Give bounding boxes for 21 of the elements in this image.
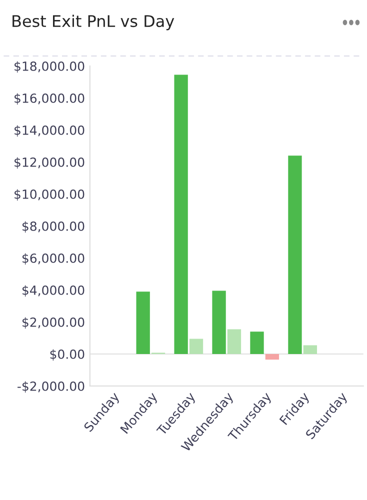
y-tick-label: $0.00 [50, 349, 84, 361]
bar [227, 329, 242, 354]
y-tick-label: $8,000.00 [22, 221, 84, 233]
y-tick-label: $2,000.00 [22, 317, 84, 329]
bar [250, 332, 264, 354]
y-tick-label: -$2,000.00 [18, 381, 84, 393]
chart-title: Best Exit PnL vs Day [12, 14, 174, 30]
y-tick-label: $14,000.00 [14, 125, 84, 137]
bar [174, 74, 188, 354]
bar [136, 292, 150, 354]
y-tick-label: $12,000.00 [14, 157, 84, 169]
bar [303, 345, 317, 354]
y-tick-label: $4,000.00 [22, 285, 84, 297]
y-tick-label: $10,000.00 [14, 189, 84, 201]
y-tick-label: $18,000.00 [14, 61, 84, 73]
bar [288, 156, 302, 354]
bar [265, 354, 280, 360]
y-tick-label: $16,000.00 [14, 93, 84, 105]
bar [189, 338, 204, 354]
y-tick-label: $6,000.00 [22, 253, 84, 265]
bar [212, 290, 226, 354]
